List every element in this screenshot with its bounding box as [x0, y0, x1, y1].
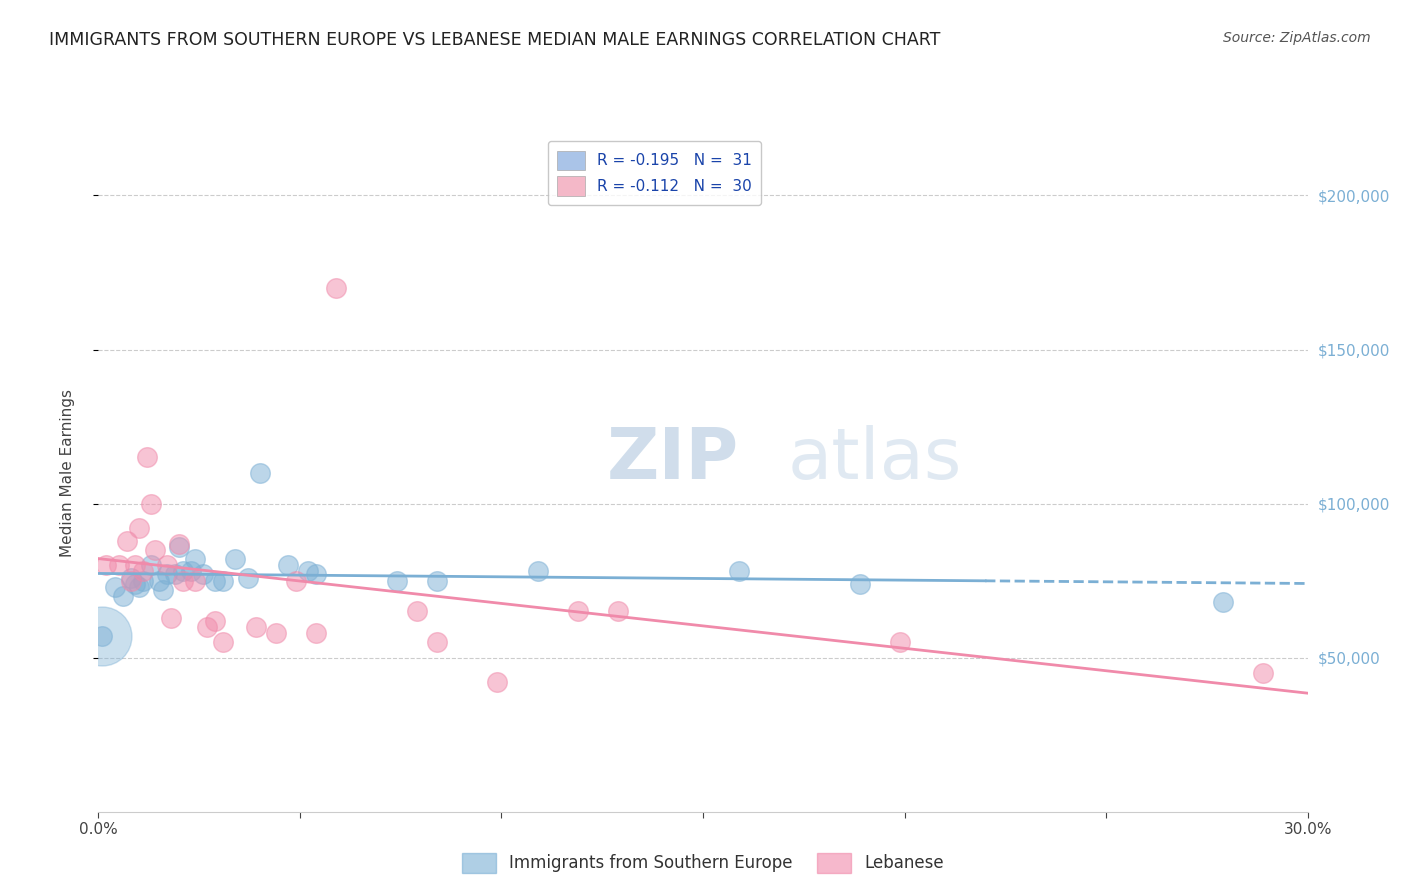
- Point: [172, 565, 194, 579]
- Point: [297, 565, 319, 579]
- Point: [325, 281, 347, 295]
- Point: [526, 565, 548, 579]
- Point: [184, 574, 207, 588]
- Point: [156, 567, 179, 582]
- Point: [204, 614, 226, 628]
- Point: [172, 574, 194, 588]
- Point: [124, 576, 146, 591]
- Point: [249, 466, 271, 480]
- Point: [236, 570, 259, 584]
- Point: [115, 533, 138, 548]
- Point: [120, 574, 142, 588]
- Point: [1212, 595, 1234, 609]
- Point: [204, 574, 226, 588]
- Point: [128, 580, 150, 594]
- Point: [91, 629, 114, 643]
- Text: IMMIGRANTS FROM SOUTHERN EUROPE VS LEBANESE MEDIAN MALE EARNINGS CORRELATION CHA: IMMIGRANTS FROM SOUTHERN EUROPE VS LEBAN…: [49, 31, 941, 49]
- Point: [180, 565, 202, 579]
- Point: [1251, 666, 1274, 681]
- Point: [305, 567, 328, 582]
- Point: [152, 582, 174, 597]
- Point: [426, 574, 449, 588]
- Point: [111, 589, 134, 603]
- Point: [224, 552, 246, 566]
- Point: [107, 558, 129, 573]
- Point: [385, 574, 408, 588]
- Point: [167, 536, 190, 550]
- Point: [148, 574, 170, 588]
- Point: [120, 570, 142, 584]
- Text: atlas: atlas: [787, 425, 962, 493]
- Point: [132, 565, 155, 579]
- Point: [167, 540, 190, 554]
- Point: [193, 567, 215, 582]
- Point: [264, 626, 287, 640]
- Point: [486, 675, 509, 690]
- Point: [567, 604, 589, 618]
- Point: [212, 635, 235, 649]
- Point: [277, 558, 299, 573]
- Point: [128, 521, 150, 535]
- Point: [195, 620, 218, 634]
- Point: [405, 604, 427, 618]
- Text: Source: ZipAtlas.com: Source: ZipAtlas.com: [1223, 31, 1371, 45]
- Point: [212, 574, 235, 588]
- Legend: R = -0.195   N =  31, R = -0.112   N =  30: R = -0.195 N = 31, R = -0.112 N = 30: [548, 142, 761, 205]
- Point: [124, 558, 146, 573]
- Point: [607, 604, 630, 618]
- Point: [103, 580, 125, 594]
- Point: [96, 558, 118, 573]
- Point: [139, 558, 162, 573]
- Point: [245, 620, 267, 634]
- Point: [163, 567, 186, 582]
- Text: ZIP: ZIP: [606, 425, 738, 493]
- Legend: Immigrants from Southern Europe, Lebanese: Immigrants from Southern Europe, Lebanes…: [456, 847, 950, 880]
- Point: [91, 629, 114, 643]
- Point: [728, 565, 751, 579]
- Y-axis label: Median Male Earnings: Median Male Earnings: [60, 389, 75, 557]
- Point: [132, 574, 155, 588]
- Point: [139, 497, 162, 511]
- Point: [143, 542, 166, 557]
- Point: [160, 610, 183, 624]
- Point: [849, 576, 872, 591]
- Point: [426, 635, 449, 649]
- Point: [184, 552, 207, 566]
- Point: [305, 626, 328, 640]
- Point: [889, 635, 911, 649]
- Point: [156, 558, 179, 573]
- Point: [135, 450, 157, 465]
- Point: [284, 574, 307, 588]
